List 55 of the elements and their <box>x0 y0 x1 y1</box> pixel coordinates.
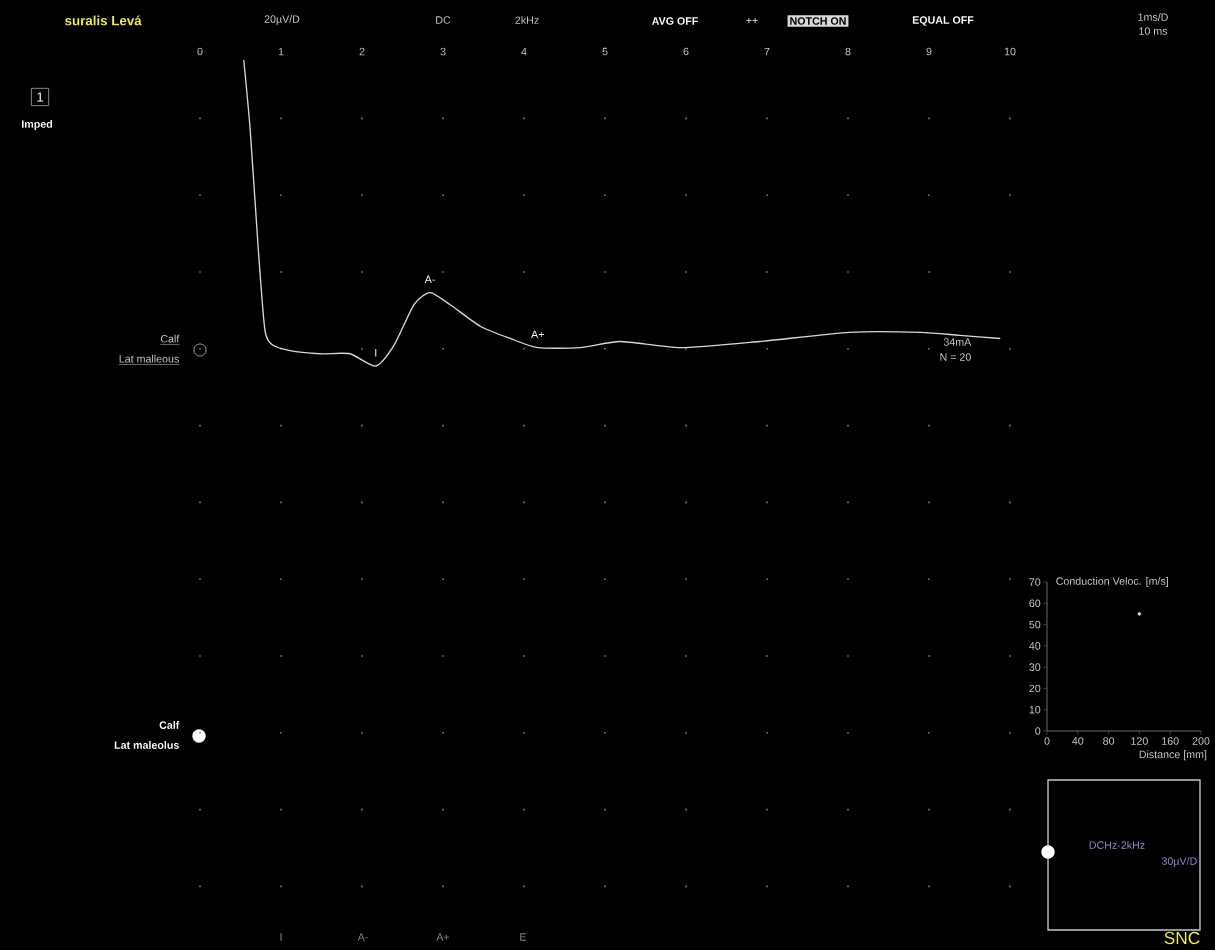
x-tick-label: 3 <box>440 47 446 56</box>
text: E <box>520 933 527 941</box>
text: DC <box>436 16 451 24</box>
text: 1 <box>37 92 44 102</box>
text: Calf <box>160 334 180 343</box>
y-tick-label: 0 <box>1035 727 1041 735</box>
x-tick-label: 0 <box>197 47 203 56</box>
text: Lat malleous <box>119 354 179 363</box>
annotation: 34mA <box>943 338 972 346</box>
text: 10 ms <box>1139 27 1168 35</box>
text: Imped <box>22 120 53 130</box>
x-tick-label: 80 <box>1103 737 1115 745</box>
annotation: A+ <box>531 330 544 339</box>
text: Calf <box>159 721 180 729</box>
x-tick-label: 9 <box>926 47 932 56</box>
x-tick-label: 2 <box>359 47 365 56</box>
y-tick-label: 60 <box>1029 599 1041 608</box>
text: 2kHz <box>515 16 539 24</box>
text: ++ <box>746 17 758 24</box>
text: I <box>280 933 282 941</box>
y-tick-label: 50 <box>1029 620 1041 629</box>
x-tick-label: 120 <box>1131 737 1148 745</box>
y-tick-label: 70 <box>1029 578 1041 586</box>
x-tick-label: 4 <box>521 47 527 56</box>
text: A- <box>357 933 368 941</box>
annotation: I <box>375 349 377 357</box>
text: SNC <box>1164 931 1200 945</box>
text: DCHz-2kHz <box>1089 841 1145 849</box>
x-tick-label: 8 <box>845 47 851 56</box>
x-axis-title: Distance [mm] <box>1139 750 1207 761</box>
y-axis-title: Conduction Veloc. [m/s] <box>1056 577 1168 587</box>
x-tick-label: 1 <box>278 47 284 56</box>
y-tick-label: 10 <box>1029 705 1041 714</box>
y-tick-label: 40 <box>1029 642 1041 650</box>
text: AVG OFF <box>651 17 698 25</box>
x-tick-label: 6 <box>683 47 689 56</box>
text: 30µV/D <box>1161 857 1197 867</box>
x-tick-label: 200 <box>1192 737 1210 745</box>
text: 1ms/D <box>1138 13 1168 21</box>
x-tick-label: 40 <box>1072 737 1084 745</box>
x-tick-label: 0 <box>1044 737 1050 745</box>
text: EQUAL OFF <box>912 16 974 26</box>
annotation: N = 20 <box>940 353 971 361</box>
text: 20µV/D <box>264 15 300 25</box>
y-tick-label: 20 <box>1029 684 1041 693</box>
y-tick-label: 30 <box>1029 663 1041 671</box>
x-tick-label: 5 <box>602 47 608 56</box>
text: Lat maleolus <box>114 741 179 749</box>
chart-title: suralis Levá <box>65 15 142 26</box>
x-tick-label: 160 <box>1162 737 1179 745</box>
text: A+ <box>436 933 450 941</box>
x-tick-label: 10 <box>1004 47 1016 56</box>
x-tick-label: 7 <box>764 47 770 56</box>
annotation: A- <box>424 275 435 283</box>
text: NOTCH ON <box>790 17 846 25</box>
